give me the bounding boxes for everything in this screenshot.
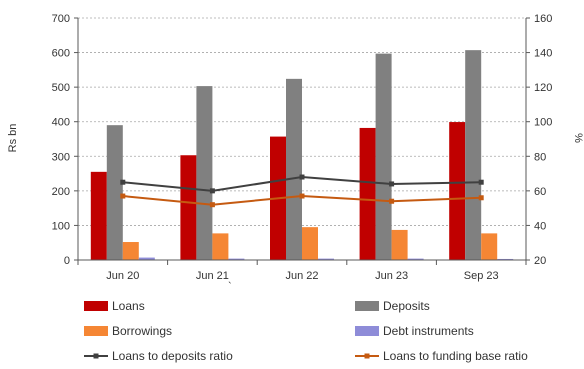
- bar-debt-instruments: [228, 258, 245, 260]
- bar-borrowings: [122, 242, 139, 260]
- bar-deposits: [106, 125, 123, 261]
- bar-loans: [90, 171, 107, 260]
- bar-deposits: [286, 78, 302, 261]
- legend-swatch-deposits: [355, 301, 379, 311]
- y-right-tick-label: 140: [534, 48, 552, 60]
- y-left-tick-label: 600: [52, 48, 70, 60]
- legend-label-deposits: Deposits: [383, 299, 430, 313]
- y-axis-left-title: Rs bn: [7, 124, 19, 153]
- bar-deposits: [196, 86, 213, 260]
- point-loans-to-funding-base-ratio: [389, 198, 395, 204]
- y-left-tick-label: 700: [52, 13, 70, 25]
- bars: [90, 50, 514, 261]
- point-loans-to-funding-base-ratio: [120, 193, 126, 199]
- y-right-tick-label: 20: [534, 255, 546, 267]
- legend-label-debt-instruments: Debt instruments: [383, 324, 474, 338]
- y-left-tick-label: 200: [52, 186, 70, 198]
- y-right-tick-label: 100: [534, 117, 552, 129]
- legend-label-loans: Loans: [112, 299, 145, 313]
- legend-marker-loans-to-deposits-ratio: [93, 353, 99, 359]
- legend-swatch-debt-instruments: [355, 326, 379, 336]
- bar-deposits: [375, 53, 392, 261]
- legend-label-loans-to-funding-base-ratio: Loans to funding base ratio: [383, 349, 528, 363]
- bar-debt-instruments: [318, 258, 334, 260]
- bar-debt-instruments: [138, 257, 155, 260]
- y-right-tick-label: 60: [534, 186, 546, 198]
- annotation-mark: `: [228, 281, 232, 293]
- legend-label-loans-to-deposits-ratio: Loans to deposits ratio: [112, 349, 233, 363]
- legend: Loans Deposits Borrowings Debt instruments L…: [84, 299, 528, 363]
- point-loans-to-deposits-ratio: [120, 179, 126, 185]
- x-tick-label: Jun 21: [196, 270, 229, 282]
- x-tick-label: Jun 20: [106, 270, 139, 282]
- point-loans-to-deposits-ratio: [299, 174, 305, 180]
- bar-deposits: [465, 50, 482, 260]
- legend-label-borrowings: Borrowings: [112, 324, 172, 338]
- bar-borrowings: [302, 227, 318, 260]
- legend-swatch-loans: [84, 301, 108, 311]
- y-right-tick-label: 40: [534, 220, 546, 232]
- bar-loans: [449, 122, 466, 260]
- y-axis-right-title: %: [572, 133, 584, 143]
- point-loans-to-funding-base-ratio: [478, 195, 484, 201]
- point-loans-to-funding-base-ratio: [299, 193, 305, 199]
- x-tick-label: Jun 22: [285, 270, 318, 282]
- legend-swatch-borrowings: [84, 326, 108, 336]
- ratio-lines: [120, 174, 484, 208]
- point-loans-to-deposits-ratio: [389, 181, 395, 187]
- point-loans-to-deposits-ratio: [478, 179, 484, 185]
- y-left-tick-label: 300: [52, 151, 70, 163]
- y-right-tick-label: 80: [534, 151, 546, 163]
- y-left-tick-label: 0: [64, 255, 70, 267]
- bar-loans: [359, 127, 376, 261]
- y-right-tick-label: 160: [534, 13, 552, 25]
- legend-marker-loans-to-funding-base-ratio: [364, 353, 370, 359]
- y-left-tick-label: 100: [52, 220, 70, 232]
- y-left-tick-label: 400: [52, 117, 70, 129]
- bar-borrowings: [391, 229, 408, 260]
- bar-borrowings: [212, 233, 229, 260]
- x-tick-label: Jun 23: [375, 270, 408, 282]
- bar-debt-instruments: [407, 258, 424, 260]
- axes: 0 100 200 300 400 500 600 700 20 40 60 80 100 120 140 1…: [52, 13, 553, 282]
- y-left-tick-label: 500: [52, 82, 70, 94]
- point-loans-to-funding-base-ratio: [209, 202, 215, 208]
- y-right-tick-label: 120: [534, 82, 552, 94]
- bar-debt-instruments: [497, 258, 514, 260]
- point-loans-to-deposits-ratio: [209, 188, 215, 194]
- bar-loans: [180, 155, 197, 260]
- x-tick-label: Sep 23: [464, 270, 499, 282]
- bar-borrowings: [481, 233, 498, 260]
